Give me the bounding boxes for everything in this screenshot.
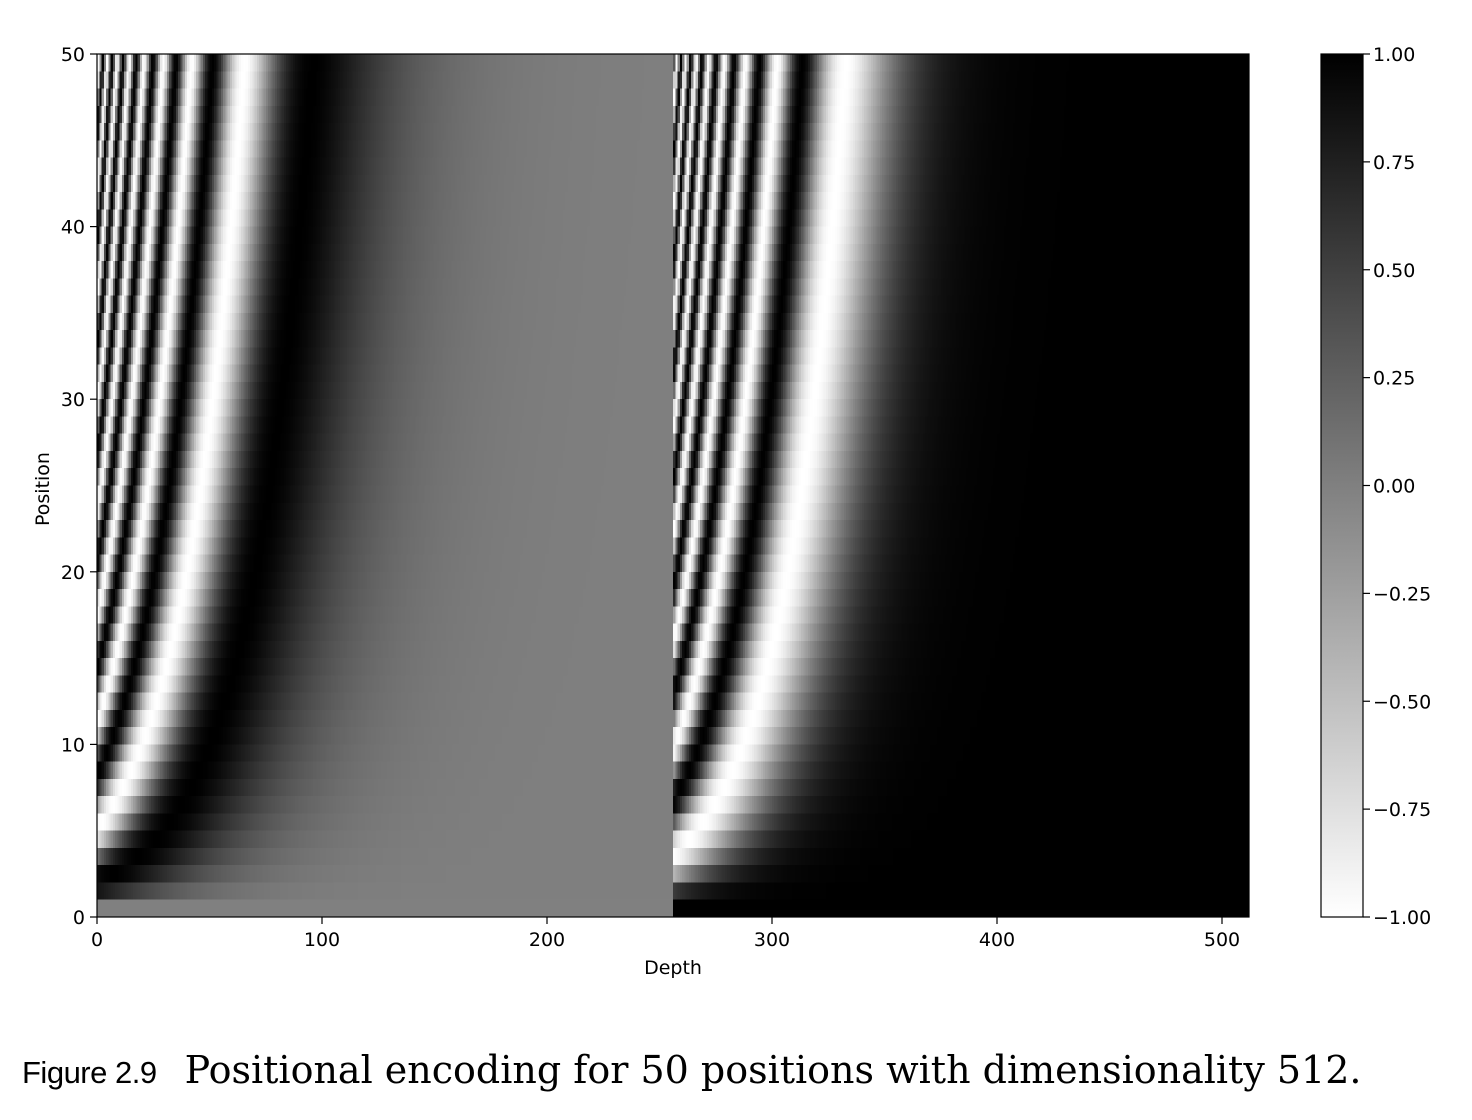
colorbar-tick-label: −0.50	[1373, 691, 1431, 713]
colorbar-tick-label: 0.25	[1373, 368, 1415, 390]
x-tick-label: 400	[979, 929, 1015, 951]
plot-frame	[96, 53, 1250, 918]
y-axis-label: Position	[32, 452, 54, 526]
x-tick-label: 200	[529, 929, 565, 951]
chart-figure: 1.00 0.75 0.50 0.25 0.00 −0.25 −0.50 −0.75 −1.00…	[32, 44, 1431, 979]
x-tick-label: 0	[91, 929, 103, 951]
y-tick-label: 10	[61, 734, 85, 756]
colorbar-tick-label: −1.00	[1373, 907, 1431, 929]
colorbar-gradient	[1320, 53, 1364, 918]
axes: 0 100 200 300 400 500 0 10 20 30 40 50	[61, 44, 1250, 951]
colorbar-tick-label: 0.00	[1373, 476, 1415, 498]
colorbar-tick-label: −0.25	[1373, 583, 1431, 605]
heatmap-plot-area	[97, 54, 1249, 917]
y-tick-label: 20	[61, 562, 85, 584]
x-tick-label: 500	[1204, 929, 1240, 951]
colorbar-tick-label: 0.50	[1373, 260, 1415, 282]
y-tick-label: 0	[73, 907, 85, 929]
colorbar-tick-label: 0.75	[1373, 152, 1415, 174]
colorbar-tick-label: −0.75	[1373, 799, 1431, 821]
colorbar: 1.00 0.75 0.50 0.25 0.00 −0.25 −0.50 −0.75 −1.00	[1320, 44, 1431, 929]
y-tick-label: 50	[61, 44, 85, 66]
x-tick-label: 300	[754, 929, 790, 951]
x-axis-label: Depth	[644, 957, 702, 979]
heatmap-image	[97, 54, 1249, 917]
colorbar-tick-label: 1.00	[1373, 44, 1415, 66]
caption-label: Figure 2.9	[22, 1055, 157, 1090]
x-tick-label: 100	[304, 929, 340, 951]
figure-caption: Figure 2.9 Positional encoding for 50 pos…	[22, 1048, 1452, 1092]
caption-text: Positional encoding for 50 positions wit…	[184, 1048, 1362, 1092]
y-tick-label: 30	[61, 389, 85, 411]
y-tick-label: 40	[61, 217, 85, 239]
